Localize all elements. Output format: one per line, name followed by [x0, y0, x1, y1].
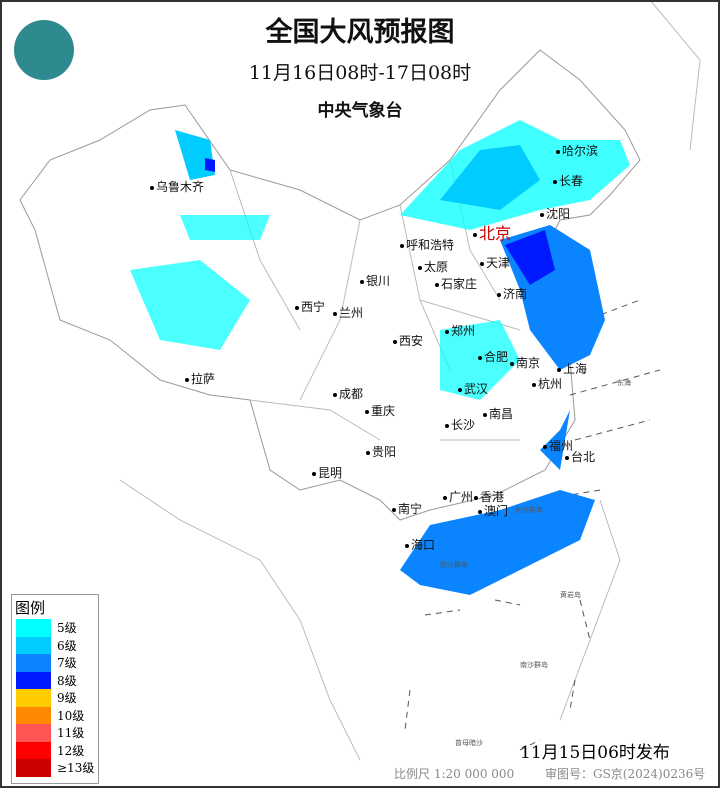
legend-item: 8级	[12, 671, 98, 689]
forecast-period: 11月16日08时-17日08时	[248, 62, 472, 84]
review-number: 审图号：GS京(2024)0236号	[545, 767, 706, 781]
wind-area-8	[505, 230, 555, 285]
legend-swatch	[16, 619, 51, 637]
legend-swatch	[16, 689, 51, 707]
sea-label: 南沙群岛	[520, 661, 548, 669]
wind-area-8	[205, 158, 215, 172]
city-label: 兰州	[333, 304, 363, 321]
city-label: 南京	[510, 354, 540, 371]
city-label: 长春	[553, 172, 583, 189]
city-label: 武汉	[458, 380, 488, 397]
legend-label: 11级	[57, 726, 85, 741]
legend-item: 5级	[12, 619, 98, 637]
legend-label: 7级	[57, 656, 77, 671]
legend-swatch	[16, 741, 51, 759]
legend-item: 12级	[12, 741, 98, 759]
legend-item: 7级	[12, 654, 98, 672]
legend-label: 10级	[57, 708, 85, 723]
city-label: 合肥	[478, 348, 508, 365]
city-label: 广州	[443, 488, 473, 505]
city-label: 杭州	[532, 375, 562, 392]
city-label: 银川	[360, 272, 390, 289]
agency-name: 中央气象台	[317, 101, 403, 121]
legend-item: 6级	[12, 636, 98, 654]
legend-swatch	[16, 724, 51, 742]
city-label: 贵阳	[366, 443, 396, 460]
legend-swatch	[16, 671, 51, 689]
city-label: 呼和浩特	[400, 236, 454, 253]
city-label: 济南	[497, 285, 527, 302]
legend-item: ≥13级	[12, 759, 98, 777]
city-label: 西安	[393, 332, 423, 349]
city-label: 海口	[405, 536, 435, 553]
legend-label: ≥13级	[57, 761, 95, 776]
map-title: 全国大风预报图	[265, 17, 455, 48]
cma-logo	[14, 20, 74, 80]
city-label: 台北	[565, 448, 595, 465]
wind-area-6	[175, 130, 215, 180]
map-scale: 比例尺 1:20 000 000	[394, 767, 515, 781]
wind-areas	[130, 120, 630, 595]
city-label: 太原	[418, 258, 448, 275]
sea-label: 东海	[617, 379, 631, 387]
city-label: 乌鲁木齐	[150, 178, 204, 195]
legend-label: 12级	[57, 743, 85, 758]
city-label: 石家庄	[435, 275, 477, 292]
sea-label: 西沙群岛	[440, 561, 468, 569]
city-label-capital: 北京	[473, 220, 511, 244]
wind-area-5	[180, 215, 270, 240]
legend-label: 6级	[57, 638, 77, 653]
legend: 图例 5级 6级 7级 8级 9级 10级 11级 12级 ≥13级	[11, 594, 99, 784]
city-label: 天津	[480, 254, 510, 271]
legend-swatch	[16, 636, 51, 654]
legend-swatch	[16, 759, 51, 777]
wind-area-6	[440, 145, 540, 210]
city-label: 昆明	[312, 464, 342, 481]
city-label: 西宁	[295, 298, 325, 315]
issue-time: 11月15日06时发布	[520, 743, 670, 763]
sea-label: 黄岩岛	[560, 591, 581, 599]
legend-label: 5级	[57, 621, 77, 636]
city-label: 成都	[333, 385, 363, 402]
city-label: 香港	[474, 488, 504, 505]
legend-item: 11级	[12, 724, 98, 742]
legend-swatch	[16, 706, 51, 724]
nine-dash-line	[404, 299, 661, 751]
city-label: 沈阳	[540, 205, 570, 222]
wind-area-7	[400, 490, 595, 595]
legend-swatch	[16, 654, 51, 672]
legend-label: 9级	[57, 691, 77, 706]
city-label: 南昌	[483, 405, 513, 422]
city-label: 哈尔滨	[556, 142, 598, 159]
city-label: 澳门	[478, 502, 508, 519]
city-label: 重庆	[365, 402, 395, 419]
sea-label: 东沙群岛	[515, 506, 543, 514]
city-label: 拉萨	[185, 370, 215, 387]
city-label: 南宁	[392, 500, 422, 517]
city-label: 上海	[557, 360, 587, 377]
sea-label: 曾母暗沙	[455, 739, 483, 747]
legend-label: 8级	[57, 673, 77, 688]
city-label: 长沙	[445, 416, 475, 433]
legend-item: 10级	[12, 706, 98, 724]
city-label: 郑州	[445, 322, 475, 339]
wind-area-5	[130, 260, 250, 350]
legend-item: 9级	[12, 689, 98, 707]
legend-title: 图例	[15, 599, 46, 617]
